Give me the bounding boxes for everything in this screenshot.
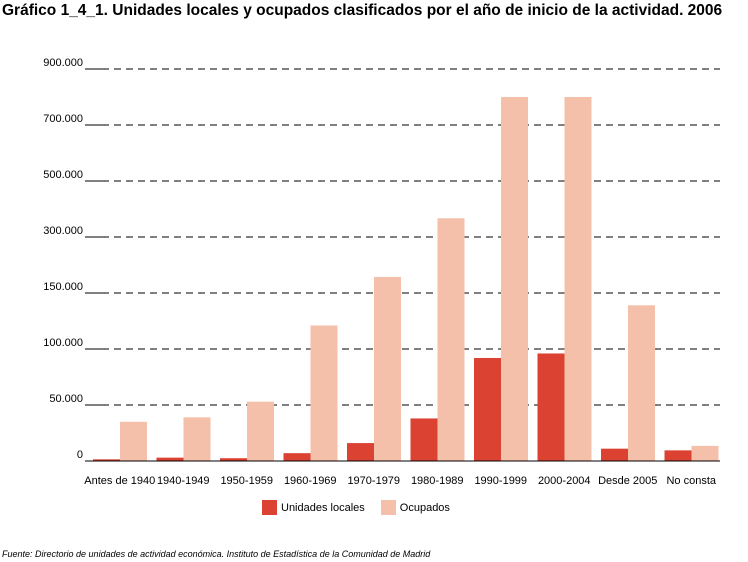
x-tick-label: Desde 2005 <box>598 475 657 487</box>
legend-label-unidades-locales: Unidades locales <box>281 501 365 514</box>
x-tick-label: 1970-1979 <box>347 475 400 487</box>
bar-unidades-locales <box>93 459 120 461</box>
x-axis-tick-labels: Antes de 1940 1940-1949 1950-1959 1960-1969… <box>84 475 717 487</box>
y-tick-label: 300.000 <box>43 225 83 237</box>
bar-ocupados <box>247 401 274 461</box>
bars <box>93 97 719 461</box>
x-tick-label: 1950-1959 <box>220 475 273 487</box>
x-tick-label: Antes de 1940 <box>84 475 155 487</box>
bar-ocupados <box>564 97 592 461</box>
legend-item-unidades-locales: Unidades locales <box>262 500 365 515</box>
y-tick-label: 100.000 <box>43 337 83 349</box>
x-tick-label: 1980-1989 <box>411 475 464 487</box>
x-tick-label: 1940-1949 <box>157 475 210 487</box>
legend-swatch-unidades-locales <box>262 500 277 515</box>
bar-ocupados <box>120 421 147 461</box>
y-tick-label: 700.000 <box>43 113 83 125</box>
y-tick-label: 50.000 <box>49 393 83 405</box>
x-tick-label: 2000-2004 <box>538 475 591 487</box>
bar-unidades-locales <box>664 450 692 461</box>
grid-lines <box>85 68 720 406</box>
y-axis-tick-labels: 0 50.000 100.000 150.000 300.000 500.000 700.0… <box>43 57 83 461</box>
legend-label-ocupados: Ocupados <box>399 501 450 514</box>
chart-title: Gráfico 1_4_1. Unidades locales y ocupad… <box>2 2 723 19</box>
bar-unidades-locales <box>537 353 565 461</box>
bar-unidades-locales <box>601 448 628 461</box>
x-tick-label: No consta <box>666 475 716 487</box>
x-tick-label: 1990-1999 <box>474 475 527 487</box>
bar-ocupados <box>310 325 338 461</box>
y-tick-label: 150.000 <box>43 281 83 293</box>
bar-ocupados <box>374 276 401 461</box>
bar-unidades-locales <box>474 357 501 461</box>
y-tick-label: 0 <box>77 449 83 461</box>
legend-item-ocupados: Ocupados <box>380 500 450 515</box>
bar-unidades-locales <box>347 443 374 461</box>
y-tick-label: 500.000 <box>43 169 83 181</box>
source-footnote: Fuente: Directorio de unidades de activi… <box>2 549 430 559</box>
footnote-label: Fuente: <box>2 549 33 559</box>
bar-unidades-locales <box>156 457 184 461</box>
legend: Unidades locales Ocupados <box>262 500 466 515</box>
bar-ocupados <box>501 97 528 461</box>
bar-unidades-locales <box>410 418 438 461</box>
bar-ocupados <box>691 445 719 461</box>
footnote-text: Directorio de unidades de actividad econ… <box>32 549 431 559</box>
x-tick-label: 1960-1969 <box>284 475 337 487</box>
bar-ocupados <box>183 417 211 461</box>
y-tick-label: 900.000 <box>43 57 83 69</box>
bar-ocupados <box>437 218 465 461</box>
bar-ocupados <box>628 305 655 461</box>
bar-unidades-locales <box>220 458 247 461</box>
legend-swatch-ocupados <box>380 500 396 515</box>
bar-unidades-locales <box>283 453 311 461</box>
